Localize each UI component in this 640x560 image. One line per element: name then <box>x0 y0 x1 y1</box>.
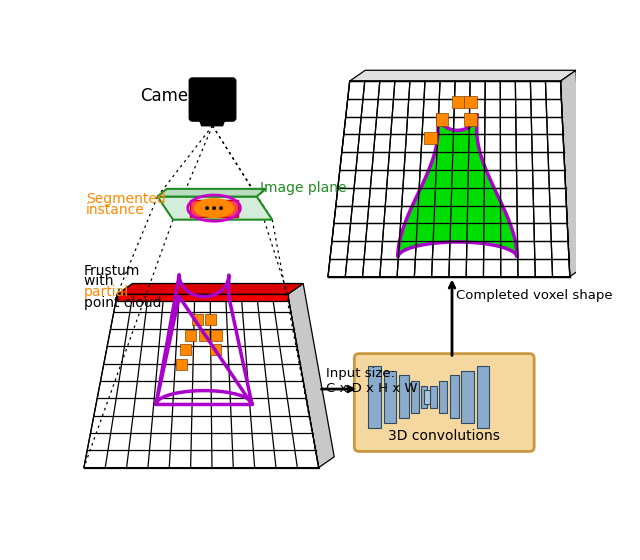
Polygon shape <box>328 81 570 277</box>
Bar <box>424 132 436 144</box>
Polygon shape <box>157 197 272 220</box>
Polygon shape <box>561 70 586 277</box>
Bar <box>430 386 436 408</box>
Polygon shape <box>84 295 319 468</box>
Circle shape <box>219 206 223 210</box>
Bar <box>461 371 474 423</box>
Polygon shape <box>117 295 288 301</box>
Bar <box>384 371 396 423</box>
Bar <box>205 314 216 325</box>
Bar <box>421 386 428 408</box>
Bar <box>450 375 459 418</box>
Bar <box>452 96 465 108</box>
Text: Segmented: Segmented <box>86 192 166 206</box>
Text: Completed voxel shape: Completed voxel shape <box>456 289 612 302</box>
Polygon shape <box>198 115 227 125</box>
Circle shape <box>205 206 209 210</box>
Bar <box>211 330 222 340</box>
Bar <box>210 344 221 355</box>
Circle shape <box>212 206 216 210</box>
Text: Frustum: Frustum <box>84 264 140 278</box>
Bar <box>193 314 204 325</box>
Polygon shape <box>117 283 303 295</box>
Bar <box>411 381 419 413</box>
Bar <box>436 113 448 125</box>
Text: instance: instance <box>86 203 145 217</box>
Bar <box>180 344 191 355</box>
Bar <box>198 330 209 340</box>
Bar <box>477 366 489 427</box>
Text: Camera: Camera <box>140 87 205 105</box>
Text: Image plane: Image plane <box>260 181 346 195</box>
Polygon shape <box>349 70 576 81</box>
Text: point cloud: point cloud <box>84 296 161 310</box>
Polygon shape <box>288 283 334 468</box>
FancyBboxPatch shape <box>189 78 236 121</box>
Text: with: with <box>84 274 118 288</box>
Bar <box>465 113 477 125</box>
Bar <box>190 199 238 217</box>
Ellipse shape <box>194 198 234 218</box>
Polygon shape <box>397 113 517 258</box>
Text: Input size:
C x D x H x W: Input size: C x D x H x W <box>326 367 418 395</box>
Polygon shape <box>157 189 266 197</box>
Bar <box>424 390 430 404</box>
Text: partial: partial <box>84 285 129 299</box>
Bar <box>186 330 196 340</box>
Bar <box>399 375 408 418</box>
Text: 3D convolutions: 3D convolutions <box>388 429 500 443</box>
FancyBboxPatch shape <box>355 354 534 451</box>
Bar <box>465 96 477 108</box>
Bar <box>176 359 187 370</box>
Bar <box>439 381 447 413</box>
Bar <box>368 366 381 427</box>
Polygon shape <box>117 283 303 295</box>
